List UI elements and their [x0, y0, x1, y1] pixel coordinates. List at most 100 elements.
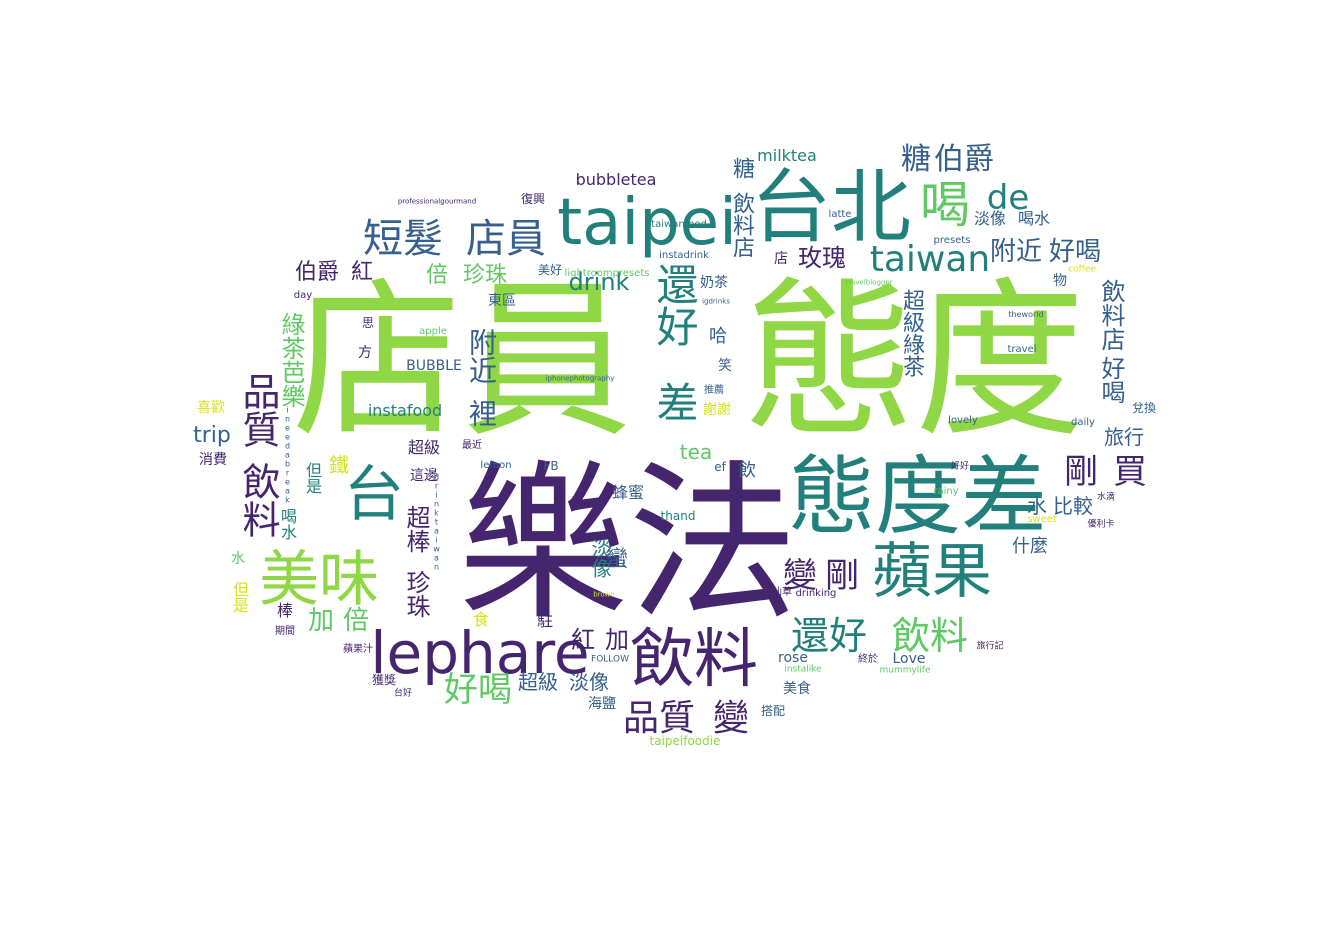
word-man: 蠻	[605, 547, 629, 572]
word-jia-left: 加	[307, 606, 335, 636]
word-lvcha-left: 綠茶	[277, 312, 305, 360]
word-drink: drink	[568, 268, 630, 296]
word-pingguo: 蘋果	[872, 537, 992, 607]
word-zuijin: 最近	[462, 440, 482, 451]
word-xiancao: 仙草	[772, 587, 792, 598]
word-iphonephotography: iphonephotography	[545, 374, 615, 383]
word-hong-mid: 紅	[571, 626, 595, 654]
word-professionalgourmand: professionalgourmand	[397, 197, 477, 206]
word-dian: 店	[774, 251, 788, 267]
word-bubble-caps: BUBBLE	[406, 358, 462, 374]
word-gang-mid: 剛	[825, 556, 859, 596]
word-chaobang: 超棒	[402, 505, 430, 553]
word-naicha: 奶茶	[700, 275, 728, 291]
word-travel: travel	[1007, 344, 1037, 355]
word-yinliao-left: 飲料	[236, 462, 280, 538]
word-instafood: instafood	[367, 401, 443, 420]
word-zhenzhu-vertical: 珍珠	[402, 570, 430, 618]
word-meiwei: 美味	[259, 545, 379, 615]
word-haihao: 還好	[790, 614, 868, 658]
word-mummylife: mummylife	[879, 665, 931, 676]
word-danshi-left: 但是	[303, 462, 322, 494]
word-follow: FOLLOW	[591, 654, 629, 665]
word-yinliao-right: 飲料	[891, 614, 969, 658]
word-duihuan: 兌換	[1131, 401, 1157, 415]
word-pinzhi: 品質	[622, 698, 696, 739]
word-lvxing: 旅行	[1104, 425, 1144, 449]
word-si: 思	[361, 316, 375, 330]
word-presets: presets	[933, 235, 971, 246]
word-trip: trip	[193, 423, 231, 448]
word-youlika: 優利卡	[1087, 519, 1115, 530]
word-haohe-right: 好喝	[1048, 237, 1102, 267]
word-rose: rose	[778, 650, 808, 666]
word-travelblogger: travelblogger	[845, 278, 893, 287]
word-bei-left: 倍	[342, 606, 370, 636]
word-fuxing: 復興	[520, 192, 546, 206]
word-zhenzhu-top: 珍珠	[462, 263, 508, 288]
word-heshui-right: 喝水	[1017, 209, 1051, 228]
word-haohe-right-vertical: 好喝	[1097, 356, 1125, 404]
word-danxiang-bottom: 淡像	[569, 670, 609, 694]
word-tuijian: 推薦	[704, 385, 724, 396]
word-fujin-right: 附近	[989, 237, 1043, 267]
word-milktea: milktea	[757, 146, 817, 165]
word-yinliaodian-right: 飲料店	[1097, 279, 1125, 351]
word-shi: 食	[472, 610, 490, 629]
word-taihao: 台好	[393, 688, 413, 699]
word-love: Love	[892, 651, 926, 667]
word-daily: daily	[1071, 417, 1095, 428]
word-lightroompresets: lightroompresets	[564, 268, 650, 279]
word-he: 喝	[920, 176, 970, 234]
word-bubbletea: bubbletea	[575, 170, 657, 189]
word-danxiang-vertical: 淡像	[588, 538, 612, 578]
word-chaoji-bottom: 超級	[518, 670, 558, 694]
word-chaoji-small: 超級	[407, 438, 441, 457]
word-dapei: 搭配	[760, 704, 786, 718]
word-xiaofei: 消費	[199, 452, 227, 468]
word-pinzhi-left: 品質	[236, 372, 280, 448]
word-zhebian: 這邊	[410, 468, 438, 484]
word-sweet: sweet	[1027, 514, 1057, 525]
word-lvxingji: 旅行記	[976, 641, 1004, 652]
word-yin: 飲	[738, 460, 756, 481]
word-meihao: 美好	[537, 263, 563, 277]
word-fang: 方	[358, 345, 372, 361]
word-pingguozhi: 蘋果汁	[343, 644, 373, 655]
word-bijiao: 比較	[1053, 494, 1093, 518]
word-mai: 買	[1113, 452, 1147, 492]
word-lvcha-right: 綠茶	[899, 333, 924, 377]
word-heshui-left: 喝水	[278, 508, 297, 540]
word-danxiang-right: 淡像	[973, 209, 1007, 228]
word-drinktaiwan: drinktaiwan	[432, 472, 441, 572]
word-cha-haihao: 差	[650, 381, 699, 423]
word-rainy: rainy	[933, 486, 959, 497]
word-bale-left: 芭樂	[277, 360, 305, 408]
word-taiwanfood: taiwanfood	[651, 219, 707, 230]
word-tai: 台	[344, 460, 404, 530]
word-gang: 剛	[1064, 452, 1098, 492]
word-meigui: 玫瑰	[798, 244, 846, 272]
word-instadrink: instadrink	[659, 250, 709, 261]
word-apple: apple	[419, 326, 447, 337]
word-hong-left: 紅	[350, 260, 374, 285]
word-instalike: instalike	[784, 664, 822, 675]
word-ef: ef	[714, 460, 726, 474]
word-lemon: lemon	[480, 460, 512, 471]
word-theworld: theworld	[1008, 310, 1044, 319]
word-latte: latte	[828, 209, 852, 220]
word-zhu: 駐	[536, 611, 554, 630]
word-drinking: drinking	[795, 588, 837, 599]
word-taiwan: taiwan	[869, 239, 991, 280]
word-haohe-bottom: 好喝	[444, 670, 512, 710]
word-tang-top: 糖	[901, 142, 931, 177]
word-haohao: 好好	[950, 461, 970, 472]
word-danshi-lower: 但是	[230, 581, 249, 613]
word-fb: FB	[543, 459, 559, 473]
word-tang-mid: 糖	[729, 157, 754, 179]
word-ineedabreak: ineedabreak	[283, 405, 292, 505]
word-thand: thand	[660, 509, 696, 523]
word-shui: 水	[1027, 494, 1047, 518]
word-ha: 哈	[709, 326, 727, 347]
